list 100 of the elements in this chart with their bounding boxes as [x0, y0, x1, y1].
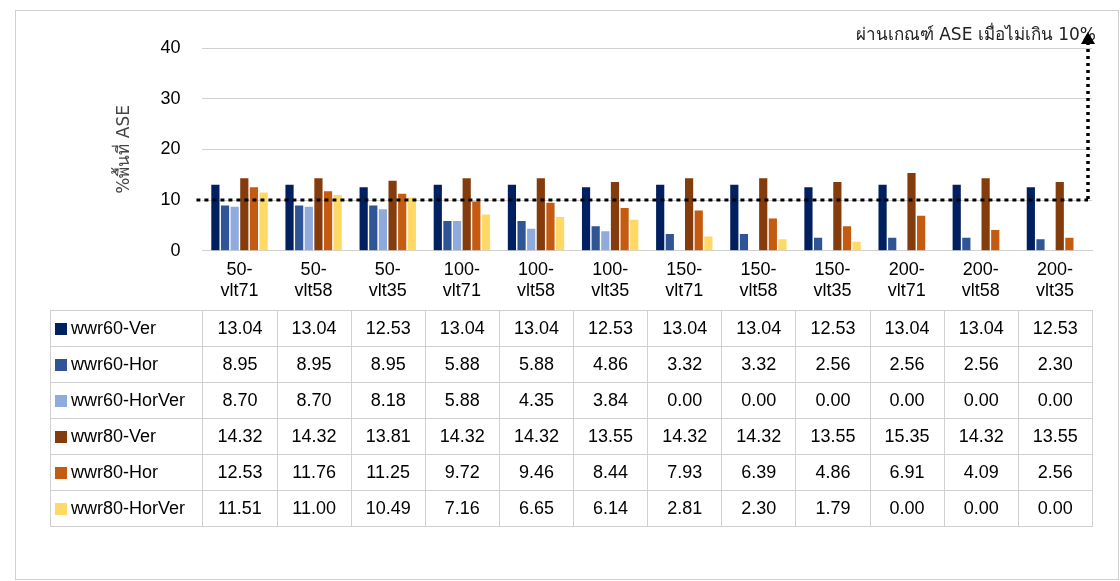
bar	[878, 184, 887, 251]
data-label: 13.04	[425, 310, 500, 347]
data-label: 13.04	[944, 310, 1019, 347]
data-label: 14.32	[425, 418, 500, 455]
bar	[433, 184, 442, 251]
data-label: 8.44	[573, 454, 648, 491]
data-label: 6.14	[573, 490, 648, 527]
data-label: 13.55	[1018, 418, 1093, 455]
data-label: 13.04	[870, 310, 945, 347]
bar	[481, 214, 491, 251]
data-label: 0.00	[721, 382, 796, 419]
data-label: 11.00	[277, 490, 352, 527]
data-label: 15.35	[870, 418, 945, 455]
bar	[962, 237, 971, 251]
legend-label: wwr60-Ver	[50, 310, 203, 347]
data-label: 6.39	[721, 454, 796, 491]
bar	[323, 191, 333, 251]
bar	[581, 187, 591, 251]
data-label: 8.70	[277, 382, 352, 419]
data-label: 9.46	[499, 454, 574, 491]
data-label: 5.88	[499, 346, 574, 383]
legend-label: wwr80-Ver	[50, 418, 203, 455]
bar	[378, 209, 388, 251]
bar	[472, 201, 481, 251]
data-label: 2.56	[1018, 454, 1093, 491]
bar	[452, 220, 462, 251]
data-label: 8.95	[202, 346, 278, 383]
bar	[739, 233, 749, 251]
bar	[704, 236, 713, 251]
bar	[813, 237, 823, 251]
data-label: 1.79	[795, 490, 871, 527]
data-label: 13.04	[202, 310, 278, 347]
bar	[1055, 182, 1064, 251]
data-label: 14.32	[647, 418, 722, 455]
data-label: 13.04	[647, 310, 722, 347]
legend-label: wwr80-Hor	[50, 454, 203, 491]
bar	[220, 205, 230, 251]
data-label: 4.35	[499, 382, 574, 419]
bar	[759, 178, 768, 251]
data-label: 2.81	[647, 490, 722, 527]
bar	[630, 219, 639, 251]
data-label: 12.53	[573, 310, 648, 347]
x-tick-label: 100-vlt35	[591, 258, 630, 301]
data-label: 0.00	[870, 382, 945, 419]
x-tick-label: 150-vlt58	[739, 258, 778, 301]
bar	[211, 184, 220, 251]
bar	[694, 210, 703, 251]
x-tick-label: 100-vlt58	[517, 258, 556, 301]
data-label: 14.32	[202, 418, 278, 455]
data-label: 11.76	[277, 454, 352, 491]
data-label: 13.55	[795, 418, 871, 455]
y-tick-label: 30	[160, 87, 181, 108]
bar	[285, 184, 294, 251]
data-label: 12.53	[795, 310, 871, 347]
data-label: 2.56	[944, 346, 1019, 383]
bar	[517, 220, 526, 251]
y-tick-label: 40	[160, 36, 181, 57]
bar	[333, 195, 342, 251]
bar	[1065, 237, 1074, 251]
bar	[240, 178, 249, 251]
data-label: 8.95	[351, 346, 426, 383]
bar	[556, 217, 565, 251]
x-tick-label: 50-vlt35	[368, 258, 407, 301]
data-label: 4.86	[795, 454, 871, 491]
bar	[1036, 239, 1045, 251]
bar	[842, 226, 852, 251]
data-label: 0.00	[944, 382, 1019, 419]
bar	[601, 231, 610, 251]
data-label: 4.86	[573, 346, 648, 383]
bar	[359, 187, 368, 251]
x-tick-label: 200-vlt71	[887, 258, 926, 301]
data-label: 5.88	[425, 346, 500, 383]
bar	[546, 202, 555, 251]
y-axis-title: %พื้นที่ ASE	[110, 105, 133, 194]
bar	[685, 178, 694, 251]
x-tick-label: 150-vlt35	[813, 258, 852, 301]
x-tick-label: 100-vlt71	[442, 258, 481, 301]
bar	[295, 205, 304, 251]
bar	[388, 180, 397, 251]
bar	[369, 205, 378, 251]
data-label: 5.88	[425, 382, 500, 419]
data-label: 14.32	[721, 418, 796, 455]
bar	[610, 182, 620, 251]
bar	[462, 178, 471, 251]
bar	[768, 218, 777, 251]
data-label: 6.91	[870, 454, 945, 491]
bar	[665, 233, 674, 251]
data-label: 11.25	[351, 454, 426, 491]
x-tick-label: 150-vlt71	[665, 258, 704, 301]
x-tick-label: 200-vlt35	[1035, 258, 1074, 301]
data-label: 8.18	[351, 382, 426, 419]
bar	[981, 178, 990, 251]
data-label: 0.00	[870, 490, 945, 527]
y-tick-label: 20	[160, 138, 181, 159]
x-tick-label: 200-vlt58	[961, 258, 1000, 301]
bar	[1026, 187, 1035, 251]
bar	[443, 220, 452, 251]
x-tick-label: 50-vlt58	[294, 258, 333, 301]
legend-label: wwr60-HorVer	[50, 382, 203, 419]
data-label: 12.53	[1018, 310, 1093, 347]
